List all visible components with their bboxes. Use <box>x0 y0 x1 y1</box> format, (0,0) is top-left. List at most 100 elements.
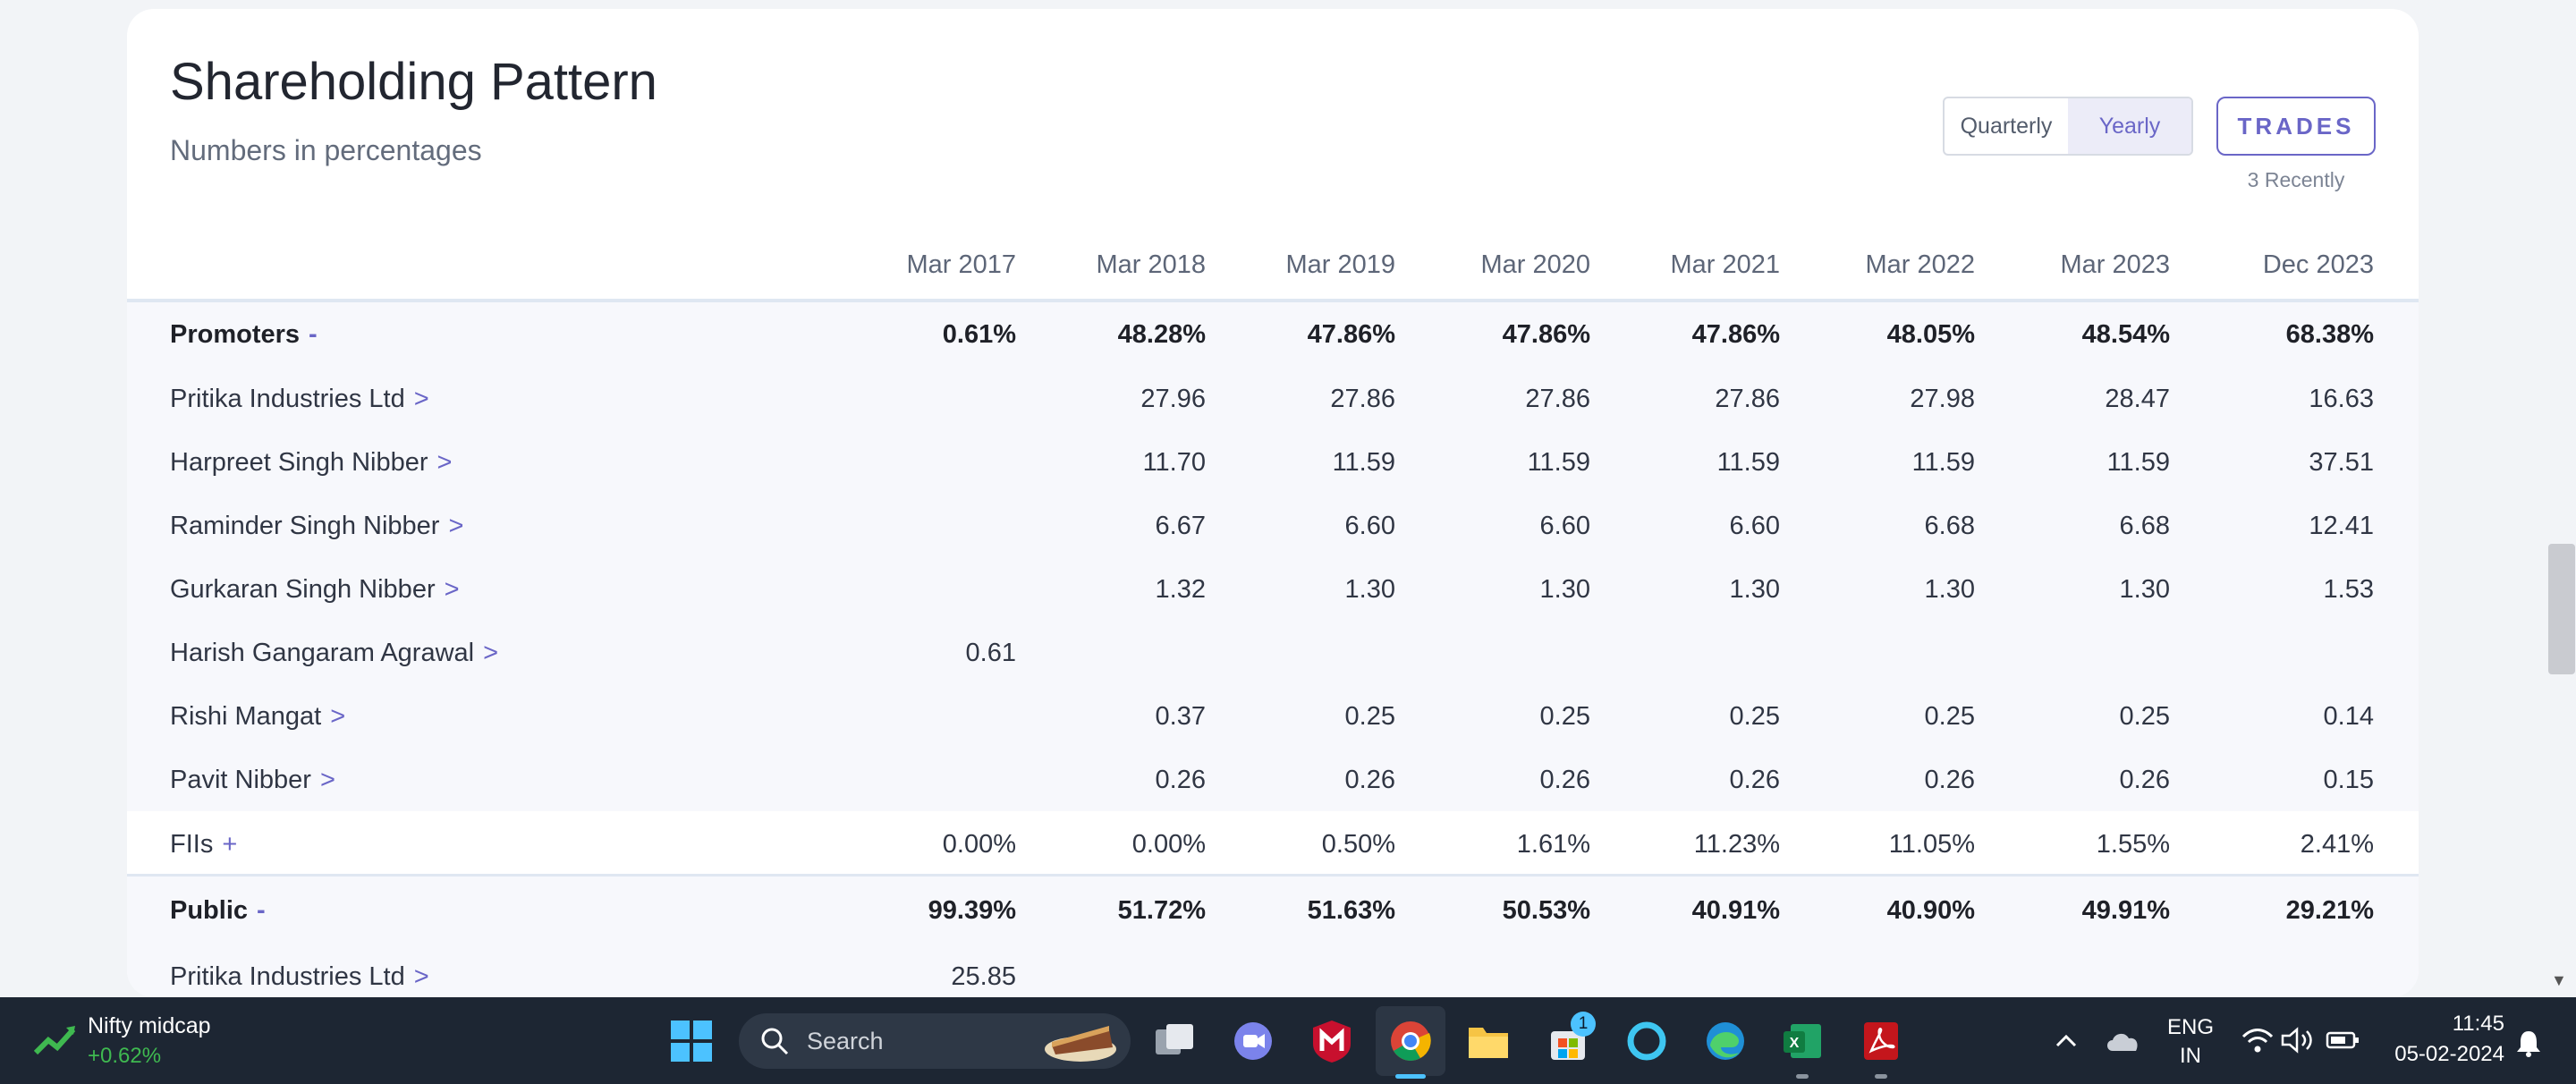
file-explorer-icon[interactable] <box>1467 1020 1510 1062</box>
table-cell: 27.86 <box>1525 385 1590 413</box>
table-cell: 6.68 <box>1924 512 1975 540</box>
chevron-up-icon[interactable] <box>2052 1028 2080 1054</box>
chevron-right-icon[interactable]: > <box>413 385 429 413</box>
column-header: Mar 2022 <box>1865 250 1975 279</box>
trend-up-icon[interactable] <box>34 1022 77 1058</box>
period-toggle: Quarterly Yearly <box>1943 97 2193 156</box>
table-cell: 28.47 <box>2105 385 2170 413</box>
volume-icon[interactable] <box>2281 1026 2315 1054</box>
chevron-right-icon[interactable]: > <box>448 512 464 540</box>
table-cell: 40.91% <box>1691 896 1780 925</box>
chevron-right-icon[interactable]: > <box>330 702 346 731</box>
row-label[interactable]: Raminder Singh Nibber > <box>170 512 463 541</box>
table-cell: 0.00% <box>942 830 1016 859</box>
clock-time[interactable]: 11:45 <box>2452 1012 2504 1036</box>
excel-icon[interactable]: X <box>1782 1020 1823 1062</box>
trades-button[interactable]: TRADES <box>2216 97 2376 156</box>
table-row[interactable]: Pritika Industries Ltd >27.96 27.86 27.86 27… <box>127 367 2419 430</box>
table-cell: 40.90% <box>1886 896 1975 925</box>
table-cell: 11.59 <box>2106 448 2170 477</box>
battery-icon[interactable] <box>2326 1028 2361 1053</box>
collapse-minus-icon[interactable]: - <box>257 896 266 925</box>
row-label[interactable]: Pritika Industries Ltd > <box>170 962 429 992</box>
chevron-right-icon[interactable]: > <box>483 639 499 667</box>
table-row[interactable]: Harpreet Singh Nibber >11.70 11.59 11.59 11.… <box>127 430 2419 494</box>
expand-plus-icon[interactable]: + <box>222 830 238 859</box>
table-cell: 37.51 <box>2309 448 2374 477</box>
page-subtitle: Numbers in percentages <box>170 134 482 166</box>
chevron-right-icon[interactable]: > <box>436 448 453 477</box>
table-cell: 0.15 <box>2323 766 2374 794</box>
chrome-icon[interactable] <box>1376 1006 1445 1076</box>
table-cell: 49.91% <box>2081 896 2170 925</box>
scrollbar-track[interactable] <box>2547 0 2576 997</box>
onedrive-cloud-icon[interactable] <box>2104 1028 2141 1054</box>
quarterly-tab[interactable]: Quarterly <box>1960 113 2053 139</box>
column-header: Mar 2017 <box>906 250 1016 279</box>
table-row: FIIs +0.00% 0.00% 0.50% 1.61% 11.23% 11.05% 1.5… <box>127 811 2419 877</box>
clock-date[interactable]: 05-02-2024 <box>2394 1042 2504 1066</box>
table-cell: 47.86% <box>1502 320 1590 349</box>
table-cell: 0.26 <box>1539 766 1590 794</box>
chevron-right-icon[interactable]: > <box>444 575 460 604</box>
table-cell: 48.54% <box>2081 320 2170 349</box>
language-eng[interactable]: ENG <box>2166 1015 2214 1039</box>
row-label[interactable]: Harpreet Singh Nibber > <box>170 448 452 478</box>
notification-bell-icon[interactable] <box>2513 1028 2544 1058</box>
table-cell: 25.85 <box>951 962 1016 991</box>
wifi-icon[interactable] <box>2241 1026 2274 1054</box>
table-cell: 0.25 <box>1344 702 1395 731</box>
table-cell: 99.39% <box>928 896 1016 925</box>
microsoft-store-icon[interactable] <box>1547 1020 1589 1062</box>
row-label: Promoters - <box>170 320 318 350</box>
table-row[interactable]: Harish Gangaram Agrawal >0.61 <box>127 621 2419 684</box>
row-label[interactable]: Harish Gangaram Agrawal > <box>170 639 498 668</box>
table-cell: 2.41% <box>2300 830 2374 859</box>
table-row[interactable]: Gurkaran Singh Nibber >1.32 1.30 1.30 1.30 1.… <box>127 557 2419 621</box>
acrobat-icon[interactable] <box>1860 1020 1902 1062</box>
chevron-right-icon[interactable]: > <box>413 962 429 991</box>
row-label-text: Pavit Nibber <box>170 766 311 794</box>
row-label[interactable]: Pavit Nibber > <box>170 766 335 795</box>
scrollbar-thumb[interactable] <box>2548 544 2575 674</box>
table-row[interactable]: Pavit Nibber >0.26 0.26 0.26 0.26 0.26 0.26 0.1… <box>127 748 2419 811</box>
table-cell: 50.53% <box>1502 896 1590 925</box>
taskbar-search[interactable]: Search <box>739 1013 1131 1069</box>
table-cell: 11.23% <box>1693 830 1780 859</box>
language-region[interactable]: IN <box>2180 1044 2201 1068</box>
table-cell: 6.60 <box>1344 512 1395 540</box>
row-label-text: Raminder Singh Nibber <box>170 512 440 540</box>
taskbar: Nifty midcap +0.62% Search 1 <box>0 997 2576 1084</box>
table-cell: 6.67 <box>1155 512 1206 540</box>
row-label-text: Rishi Mangat <box>170 702 322 731</box>
table-row: Public - 99.39% 51.72% 51.63% 50.53% 40.91% 40.… <box>127 877 2419 944</box>
collapse-minus-icon[interactable]: - <box>309 320 318 349</box>
table-cell: 27.98 <box>1910 385 1975 413</box>
row-label-text: Promoters <box>170 320 301 349</box>
table-cell: 47.86% <box>1307 320 1395 349</box>
scroll-down-arrow[interactable]: ▼ <box>2551 971 2567 989</box>
table-cell: 6.68 <box>2119 512 2170 540</box>
store-badge: 1 <box>1571 1012 1596 1037</box>
task-view-icon[interactable] <box>1154 1020 1195 1062</box>
cortana-icon[interactable] <box>1626 1020 1667 1062</box>
table-row[interactable]: Raminder Singh Nibber >6.67 6.60 6.60 6.60 6.… <box>127 494 2419 557</box>
row-label[interactable]: Gurkaran Singh Nibber > <box>170 575 460 605</box>
page-title: Shareholding Pattern <box>170 53 657 111</box>
table-row[interactable]: Rishi Mangat >0.37 0.25 0.25 0.25 0.25 0.25 0.1… <box>127 684 2419 748</box>
row-label[interactable]: Pritika Industries Ltd > <box>170 385 429 414</box>
table-cell: 0.25 <box>1539 702 1590 731</box>
table-cell: 27.86 <box>1715 385 1780 413</box>
chat-icon[interactable] <box>1233 1020 1274 1062</box>
shareholding-card: Shareholding Pattern Numbers in percenta… <box>127 9 2419 997</box>
row-label-text: Pritika Industries Ltd <box>170 962 405 991</box>
widget-name[interactable]: Nifty midcap <box>88 1013 211 1038</box>
windows-start-icon[interactable] <box>671 1020 712 1062</box>
mcafee-icon[interactable] <box>1311 1019 1352 1063</box>
yearly-tab[interactable]: Yearly <box>2068 98 2191 154</box>
edge-icon[interactable] <box>1705 1020 1746 1062</box>
chevron-right-icon[interactable]: > <box>319 766 335 794</box>
row-label[interactable]: Rishi Mangat > <box>170 702 345 732</box>
table-cell: 29.21% <box>2285 896 2374 925</box>
table-row[interactable]: Pritika Industries Ltd >25.85 <box>127 944 2419 997</box>
